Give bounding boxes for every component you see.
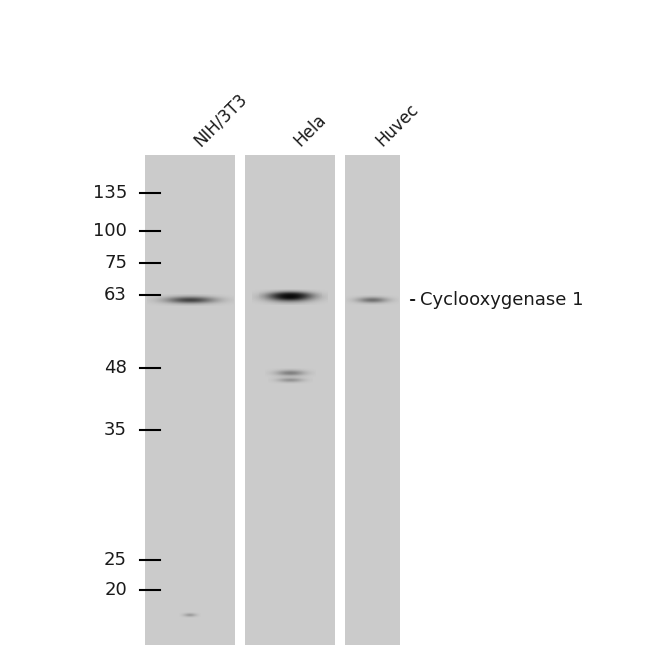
Text: Huvec: Huvec xyxy=(372,101,422,150)
Bar xyxy=(335,155,345,645)
Bar xyxy=(235,155,245,645)
Text: 25: 25 xyxy=(104,551,127,569)
Text: 100: 100 xyxy=(93,222,127,240)
Text: NIH/3T3: NIH/3T3 xyxy=(190,90,250,150)
Text: 35: 35 xyxy=(104,421,127,439)
Text: 75: 75 xyxy=(104,254,127,272)
Text: 20: 20 xyxy=(104,581,127,599)
Bar xyxy=(145,155,400,645)
Text: 48: 48 xyxy=(104,359,127,377)
Text: 135: 135 xyxy=(92,184,127,202)
Text: 63: 63 xyxy=(104,286,127,304)
Text: Hela: Hela xyxy=(290,111,330,150)
Text: Cyclooxygenase 1: Cyclooxygenase 1 xyxy=(411,291,584,309)
